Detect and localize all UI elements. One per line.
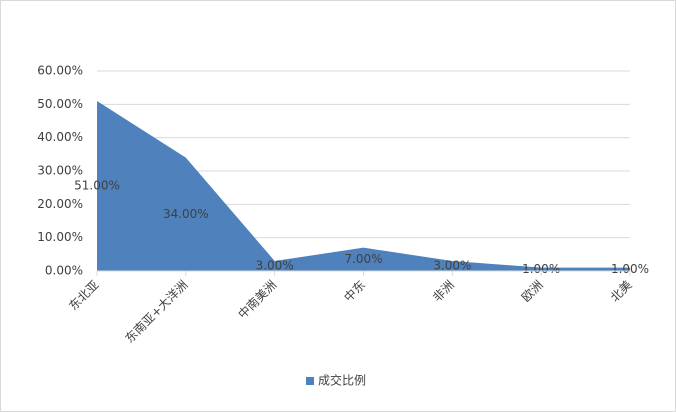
data-label: 51.00% xyxy=(74,179,120,193)
y-tick-label: 30.00% xyxy=(37,164,83,178)
legend-label: 成交比例 xyxy=(318,373,366,388)
y-tick-label: 10.00% xyxy=(37,230,83,244)
data-label: 3.00% xyxy=(256,259,294,273)
data-label: 7.00% xyxy=(344,252,382,266)
y-tick-label: 0.00% xyxy=(45,264,83,278)
data-label: 3.00% xyxy=(433,259,471,273)
y-tick-label: 50.00% xyxy=(37,97,83,111)
y-tick-label: 60.00% xyxy=(37,64,83,78)
data-label: 1.00% xyxy=(611,262,649,276)
data-label: 34.00% xyxy=(163,207,209,221)
area xyxy=(97,101,630,271)
y-tick-label: 20.00% xyxy=(37,197,83,211)
legend-swatch xyxy=(306,377,314,385)
data-label: 1.00% xyxy=(522,262,560,276)
y-tick-label: 40.00% xyxy=(37,130,83,144)
